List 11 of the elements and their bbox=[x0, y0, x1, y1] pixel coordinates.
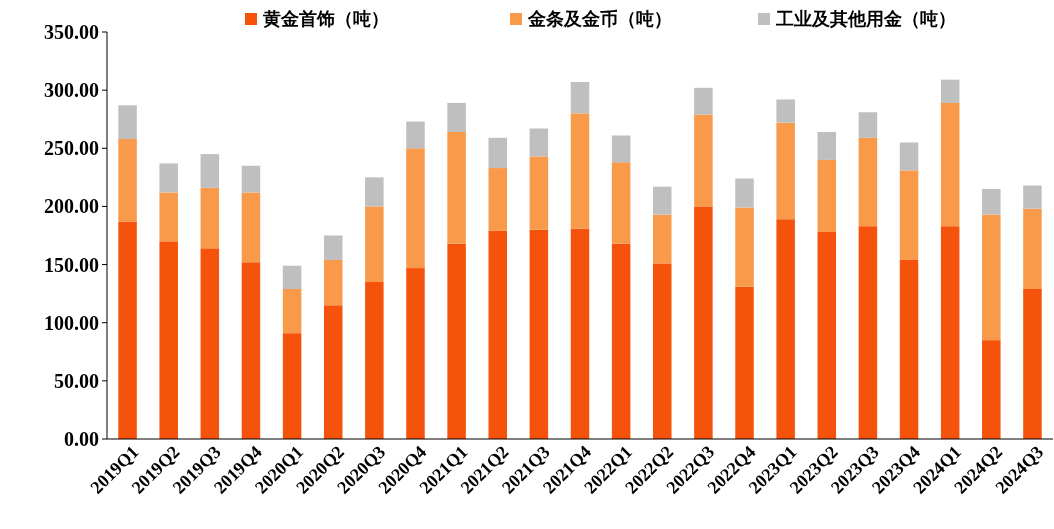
y-tick-label: 200.00 bbox=[44, 195, 99, 218]
legend-label: 工业及其他用金（吨） bbox=[775, 8, 956, 29]
y-tick-label: 350.00 bbox=[44, 21, 99, 43]
y-tick-label: 150.00 bbox=[44, 253, 99, 276]
y-tick-label: 0.00 bbox=[64, 428, 99, 450]
legend-label: 金条及金币（吨） bbox=[527, 8, 672, 29]
y-tick-label: 250.00 bbox=[44, 137, 99, 160]
y-tick-label: 300.00 bbox=[44, 79, 99, 102]
legend-label: 黄金首饰（吨） bbox=[262, 8, 389, 29]
y-tick-label: 50.00 bbox=[54, 369, 99, 392]
y-tick-label: 100.00 bbox=[44, 311, 99, 334]
